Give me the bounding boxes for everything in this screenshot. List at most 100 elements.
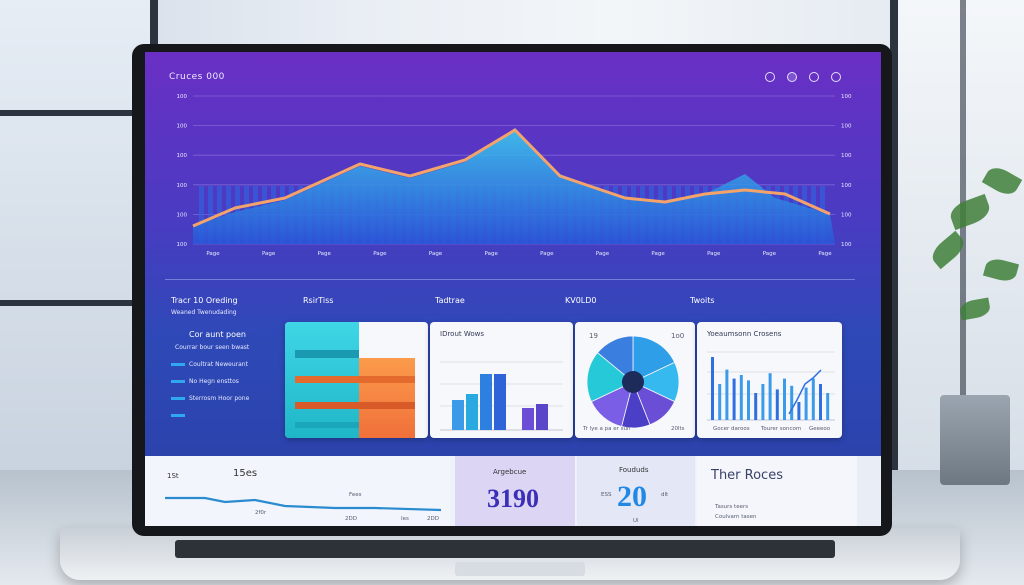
card-pie-chart[interactable]: 19 1o0 Tr lye a pa er sun 20lts [575, 322, 695, 438]
left-panel-subtitle: Weaned Twenudading [171, 309, 237, 316]
window-mullion [0, 300, 150, 306]
office-window-left [0, 0, 150, 470]
summary-cell-races[interactable]: Ther Roces Tasurs teers Coulvarn tasen [697, 456, 857, 526]
pie-chart [575, 322, 695, 438]
thin-bar [783, 379, 786, 420]
bar [522, 408, 534, 430]
x-tick: Page [373, 251, 387, 257]
section-header: KV0LD0 [565, 296, 597, 305]
summary-cell-spacer [857, 456, 881, 526]
legend-swatch [171, 414, 185, 417]
thin-bar [711, 357, 714, 420]
x-tick: Page [485, 251, 499, 257]
thin-bar [805, 388, 808, 420]
y-tick-right: 100 [841, 153, 852, 159]
left-panel-item[interactable]: Coultrat Neweurant [189, 361, 248, 368]
orange-panel [359, 358, 415, 438]
x-tick: Page [262, 251, 276, 257]
cell-title: Ther Roces [711, 468, 783, 483]
cell-suffix: dlt [661, 492, 668, 498]
laptop-keyboard [175, 540, 835, 558]
cell-sub: 2f0r [255, 510, 266, 516]
thin-bar [776, 389, 779, 420]
card-vertical-bars[interactable]: IDrout Wows [430, 322, 573, 438]
cell-label: Argebcue [493, 468, 526, 476]
pie-center [622, 371, 644, 393]
section-header: Twoits [690, 296, 715, 305]
left-panel-item[interactable]: Courrar bour seen bwast [175, 344, 249, 351]
summary-cell-average[interactable]: Argebcue 3190 [455, 456, 575, 526]
thin-bar [754, 393, 757, 420]
x-tick: Page [429, 251, 443, 257]
cell-prefix: ESS [601, 492, 611, 498]
left-panel-item[interactable]: No Hegn ensttos [189, 378, 239, 385]
cell-sub: 2DD [427, 516, 439, 522]
y-tick-right: 100 [841, 242, 852, 248]
cell-sub: Ies [401, 516, 409, 522]
y-tick-left: 100 [177, 153, 188, 159]
summary-cell-founds[interactable]: Foududs ESS 20 dlt Ui [577, 456, 695, 526]
legend-swatch [171, 380, 185, 383]
left-panel-item[interactable]: Sterrosm Hoor pone [189, 395, 249, 402]
y-tick-left: 100 [177, 94, 188, 100]
hbar [295, 422, 359, 428]
summary-cell-trend[interactable]: 1St 15es Fees 2f0r 2DD Ies 2DD [145, 456, 450, 526]
x-axis: Page Page Page Page Page Page Page Page Page Page… [206, 251, 832, 257]
card4-footer: Tourer soncom [761, 426, 801, 432]
cell-sub: Fees [349, 492, 362, 498]
thin-bar [826, 393, 829, 420]
pie-footer: Tr lye a pa er sun [583, 426, 630, 432]
settings-icon[interactable] [765, 72, 775, 82]
main-area-chart: 100 100 100 100 100 100 100 100 100 100 100 100 Pa… [145, 90, 881, 318]
y-tick-left: 100 [177, 242, 188, 248]
y-tick-left: 100 [177, 212, 188, 218]
x-tick: Page [818, 251, 832, 257]
cell-value: 20 [617, 480, 647, 514]
left-panel-section: Cor aunt poen [189, 330, 246, 339]
cell-item: Coulvarn tasen [715, 514, 757, 520]
thin-bar [761, 384, 764, 420]
toolbar-icons [765, 72, 841, 82]
x-tick: Page [540, 251, 554, 257]
section-divider [165, 279, 855, 280]
x-tick: Page [318, 251, 332, 257]
cell-sub: 2DD [345, 516, 357, 522]
bell-icon[interactable] [831, 72, 841, 82]
cell-sub: Ui [633, 518, 639, 524]
legend-swatch [171, 363, 185, 366]
y-tick-right: 100 [841, 183, 852, 189]
x-tick: Page [651, 251, 665, 257]
card-thin-bars[interactable]: Yoeaumsonn Crosens Gocer daroos Tourer s… [697, 322, 842, 438]
laptop-trackpad[interactable] [455, 562, 585, 576]
dashboard-screen: Cruces 000 100 100 100 100 100 100 100 100 100 1… [145, 52, 881, 526]
cell-value: 3190 [487, 484, 539, 514]
bar [452, 400, 464, 430]
y-tick-right: 100 [841, 124, 852, 130]
thin-bar [725, 370, 728, 420]
legend-swatch [171, 397, 185, 400]
x-tick: Page [763, 251, 777, 257]
thin-bar-chart [697, 322, 842, 438]
card4-footer: Gocer daroos [713, 426, 750, 432]
left-panel-title: Tracr 10 Oreding [171, 296, 238, 305]
window-mullion [0, 110, 150, 116]
summary-row: 1St 15es Fees 2f0r 2DD Ies 2DD Argebcue … [145, 456, 881, 526]
cell-label: Foududs [619, 466, 648, 474]
globe-icon[interactable] [809, 72, 819, 82]
section-header: RsirTiss [303, 296, 333, 305]
thin-bar [819, 384, 822, 420]
y-tick-right: 100 [841, 94, 852, 100]
plant-pot [940, 395, 1010, 485]
bar [536, 404, 548, 430]
thin-bar [812, 379, 815, 420]
x-tick: Page [707, 251, 721, 257]
hbar [295, 350, 359, 358]
card-horizontal-bars[interactable] [285, 322, 428, 438]
hbar [295, 376, 415, 383]
user-icon[interactable] [787, 72, 797, 82]
cell-item: Tasurs teers [715, 504, 748, 510]
x-tick: Page [206, 251, 220, 257]
pie-footer-right: 20lts [671, 426, 685, 432]
y-axis-left: 100 100 100 100 100 100 [177, 94, 188, 248]
section-header: Tadtrae [435, 296, 465, 305]
